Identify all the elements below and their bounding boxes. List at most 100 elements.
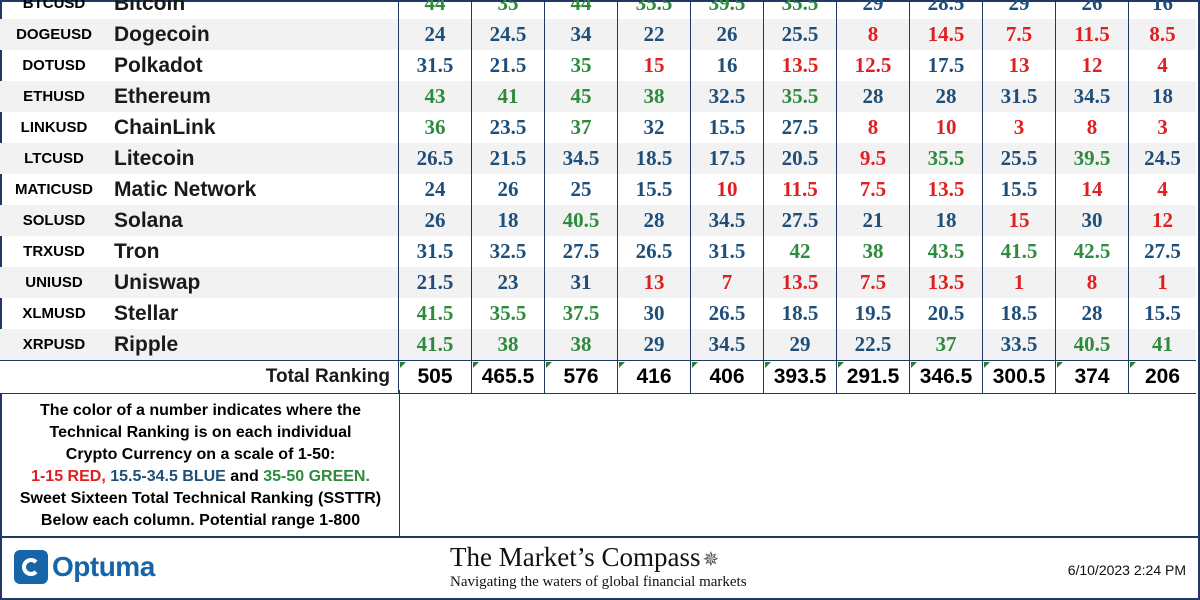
rank-cell: 28: [1055, 298, 1128, 329]
brand-title: The Market’s Compass: [450, 542, 701, 572]
rank-cell: 43.5: [909, 236, 982, 267]
rank-cell: 44: [544, 0, 617, 19]
legend-line-3: Crypto Currency on a scale of 1-50:: [65, 446, 336, 463]
rank-cell: 8.5: [1128, 19, 1196, 50]
rank-cell: 24: [398, 19, 471, 50]
rank-cell: 13: [617, 267, 690, 298]
rank-cell: 34: [544, 19, 617, 50]
ranking-table: BTCUSD Bitcoin 44 35 44 35.5 39.5 35.5 29 28.5 29 2…: [0, 0, 1196, 394]
symbol-cell: SOLUSD: [22, 212, 86, 229]
table-row: LINKUSD ChainLink 36 23.5 37 32 15.5 27.5 8 10 3 8 3: [0, 112, 1196, 143]
total-cell: 346.5: [909, 361, 982, 393]
rank-cell: 43: [398, 81, 471, 112]
rank-cell: 26: [398, 205, 471, 236]
rank-cell: 21: [836, 205, 909, 236]
rank-cell: 31.5: [398, 50, 471, 81]
rank-cell: 23: [471, 267, 544, 298]
symbol-cell: TRXUSD: [23, 243, 85, 260]
total-cell: 374: [1055, 361, 1128, 393]
rank-cell: 4: [1128, 174, 1196, 205]
rank-cell: 13: [982, 50, 1055, 81]
rank-cell: 25: [544, 174, 617, 205]
total-cell: 465.5: [471, 361, 544, 393]
rank-cell: 15.5: [617, 174, 690, 205]
rank-cell: 28.5: [909, 0, 982, 19]
legend-and: and: [230, 468, 259, 485]
rank-cell: 42: [763, 236, 836, 267]
table-row: BTCUSD Bitcoin 44 35 44 35.5 39.5 35.5 29 28.5 29 2…: [0, 0, 1196, 19]
rank-cell: 28: [909, 81, 982, 112]
rank-cell: 29: [617, 329, 690, 360]
rank-cell: 18.5: [763, 298, 836, 329]
total-cell: 206: [1128, 361, 1196, 393]
rank-cell: 12: [1055, 50, 1128, 81]
rank-cell: 21.5: [471, 50, 544, 81]
rank-cell: 17.5: [909, 50, 982, 81]
optuma-logo-icon: [14, 550, 48, 584]
coin-name-cell: Uniswap: [114, 270, 201, 294]
rank-cell: 41: [1128, 329, 1196, 360]
optuma-logo: Optuma: [14, 550, 155, 584]
rank-cell: 18.5: [982, 298, 1055, 329]
rank-cell: 16: [1128, 0, 1196, 19]
rank-cell: 3: [1128, 112, 1196, 143]
rank-cell: 38: [544, 329, 617, 360]
symbol-cell: LTCUSD: [24, 150, 84, 167]
rank-cell: 38: [471, 329, 544, 360]
rank-cell: 27.5: [763, 112, 836, 143]
table-row: UNIUSD Uniswap 21.5 23 31 13 7 13.5 7.5 13.5 1 8 1: [0, 267, 1196, 298]
table-row: DOTUSD Polkadot 31.5 21.5 35 15 16 13.5 12.5 17.5…: [0, 50, 1196, 81]
rank-cell: 26.5: [617, 236, 690, 267]
rank-cell: 44: [398, 0, 471, 19]
rank-cell: 28: [836, 81, 909, 112]
rank-cell: 1: [1128, 267, 1196, 298]
rank-cell: 17.5: [690, 143, 763, 174]
footer: Optuma The Market’s Compass ✵ Navigating …: [0, 536, 1200, 600]
rank-cell: 34.5: [690, 329, 763, 360]
rank-cell: 27.5: [763, 205, 836, 236]
coin-name-cell: Dogecoin: [114, 22, 210, 46]
coin-name-cell: Tron: [114, 239, 160, 263]
rank-cell: 12: [1128, 205, 1196, 236]
table-row: SOLUSD Solana 26 18 40.5 28 34.5 27.5 21 18 15 30 12: [0, 205, 1196, 236]
rank-cell: 13.5: [763, 50, 836, 81]
rank-cell: 29: [763, 329, 836, 360]
rank-cell: 29: [982, 0, 1055, 19]
rank-cell: 16: [690, 50, 763, 81]
compass-rose-icon: ✵: [702, 549, 720, 571]
rank-cell: 26: [1055, 0, 1128, 19]
coin-name-cell: Bitcoin: [114, 0, 186, 15]
rank-cell: 10: [690, 174, 763, 205]
rank-cell: 8: [836, 19, 909, 50]
coin-name-cell: Litecoin: [114, 146, 195, 170]
symbol-cell: LINKUSD: [20, 119, 88, 136]
rank-cell: 13.5: [763, 267, 836, 298]
coin-name-cell: Ethereum: [114, 84, 211, 108]
rank-cell: 26.5: [690, 298, 763, 329]
rank-cell: 35.5: [471, 298, 544, 329]
table-row: XLMUSD Stellar 41.5 35.5 37.5 30 26.5 18.5 19.5 2…: [0, 298, 1196, 329]
rank-cell: 35: [544, 50, 617, 81]
rank-cell: 26: [471, 174, 544, 205]
brand-title-row: The Market’s Compass ✵: [450, 542, 747, 573]
rank-cell: 41: [471, 81, 544, 112]
rank-cell: 38: [836, 236, 909, 267]
rank-cell: 7.5: [836, 267, 909, 298]
rank-cell: 15.5: [690, 112, 763, 143]
rank-cell: 31.5: [398, 236, 471, 267]
rank-cell: 35.5: [617, 0, 690, 19]
rank-cell: 9.5: [836, 143, 909, 174]
rank-cell: 35.5: [763, 0, 836, 19]
rank-cell: 10: [909, 112, 982, 143]
rank-cell: 18: [909, 205, 982, 236]
coin-name-cell: Polkadot: [114, 53, 203, 77]
rank-cell: 27.5: [1128, 236, 1196, 267]
rank-cell: 24.5: [471, 19, 544, 50]
rank-cell: 35: [471, 0, 544, 19]
symbol-cell: XRPUSD: [22, 336, 86, 353]
rank-cell: 38: [617, 81, 690, 112]
rank-cell: 25.5: [982, 143, 1055, 174]
total-ranking-label: Total Ranking: [265, 366, 390, 387]
rank-cell: 37: [909, 329, 982, 360]
